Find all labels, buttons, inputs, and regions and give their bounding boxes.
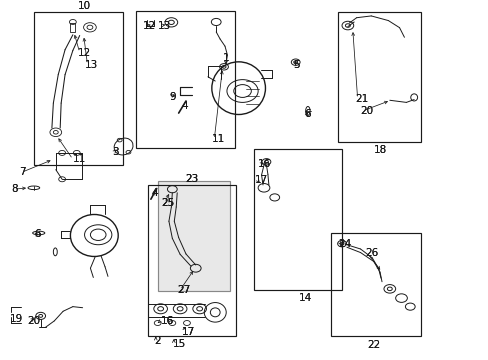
Text: 16: 16	[160, 316, 174, 326]
Text: 12: 12	[78, 48, 91, 58]
Bar	[70, 23, 75, 32]
Text: 23: 23	[184, 174, 198, 184]
Text: 27: 27	[177, 285, 190, 295]
Text: 13: 13	[158, 21, 171, 31]
Text: 20: 20	[360, 106, 373, 116]
Text: 17: 17	[182, 327, 195, 337]
Text: 2: 2	[154, 336, 161, 346]
Text: 1: 1	[223, 53, 229, 63]
Text: 16: 16	[160, 316, 174, 326]
Text: 3: 3	[112, 147, 118, 157]
Text: 6: 6	[34, 229, 41, 239]
Text: 19: 19	[9, 314, 22, 324]
Text: 26: 26	[365, 248, 378, 258]
Text: 13: 13	[84, 60, 98, 70]
Text: 11: 11	[211, 134, 224, 144]
Text: 19: 19	[9, 314, 22, 324]
Text: 21: 21	[355, 94, 368, 104]
Bar	[254, 149, 341, 290]
Text: 21: 21	[355, 94, 368, 104]
Text: 12: 12	[143, 21, 156, 31]
Text: 22: 22	[366, 340, 380, 350]
Text: 7: 7	[19, 167, 26, 177]
Text: 25: 25	[161, 198, 175, 208]
Text: 4: 4	[152, 188, 158, 198]
Text: 20: 20	[27, 316, 41, 326]
Text: 13: 13	[84, 60, 98, 70]
Text: 14: 14	[299, 293, 312, 303]
Text: 18: 18	[373, 145, 386, 155]
Text: 27: 27	[177, 285, 190, 295]
Text: 11: 11	[73, 154, 86, 164]
Bar	[34, 12, 122, 165]
Text: 4: 4	[181, 101, 187, 111]
Text: 16: 16	[160, 316, 174, 326]
Text: 17: 17	[255, 175, 268, 185]
Text: 20: 20	[27, 316, 41, 326]
Bar	[148, 185, 235, 336]
Text: 14: 14	[299, 293, 312, 303]
Text: 18: 18	[373, 145, 386, 155]
Text: 12: 12	[78, 48, 91, 58]
Text: 2: 2	[154, 336, 161, 346]
Bar	[158, 181, 229, 291]
Text: 22: 22	[366, 340, 380, 350]
Text: 24: 24	[337, 239, 351, 249]
Text: 1: 1	[223, 53, 229, 63]
Text: 15: 15	[172, 339, 185, 348]
Text: 27: 27	[177, 285, 190, 295]
Bar	[337, 12, 420, 142]
Text: 9: 9	[168, 92, 175, 102]
Text: 26: 26	[365, 248, 378, 258]
Bar	[330, 233, 420, 336]
Text: 17: 17	[255, 175, 268, 185]
Text: 10: 10	[78, 1, 91, 11]
Text: 10: 10	[78, 1, 91, 11]
Text: 8: 8	[11, 184, 18, 194]
Text: 11: 11	[211, 134, 224, 144]
Text: 23: 23	[184, 174, 198, 184]
Text: 7: 7	[19, 167, 26, 177]
Text: 16: 16	[258, 159, 271, 169]
Text: 5: 5	[293, 60, 299, 70]
Text: 20: 20	[360, 106, 373, 116]
Text: 4: 4	[181, 101, 187, 111]
Text: 17: 17	[182, 327, 195, 337]
Text: 5: 5	[293, 60, 299, 70]
Text: 4: 4	[152, 188, 158, 198]
Text: 6: 6	[304, 109, 310, 120]
Text: 12: 12	[143, 21, 156, 31]
Text: 17: 17	[182, 327, 195, 337]
Text: 3: 3	[112, 147, 118, 157]
Text: 23: 23	[184, 174, 198, 184]
Text: 24: 24	[337, 239, 351, 249]
Text: 25: 25	[161, 198, 175, 208]
Text: 11: 11	[73, 154, 86, 164]
Text: 13: 13	[158, 21, 171, 31]
Text: 9: 9	[168, 92, 175, 102]
Text: 25: 25	[161, 198, 175, 208]
Text: 16: 16	[258, 159, 271, 169]
Text: 6: 6	[304, 109, 310, 120]
Text: 15: 15	[172, 339, 185, 348]
Bar	[136, 10, 234, 148]
Text: 6: 6	[34, 229, 41, 239]
Text: 8: 8	[11, 184, 18, 194]
